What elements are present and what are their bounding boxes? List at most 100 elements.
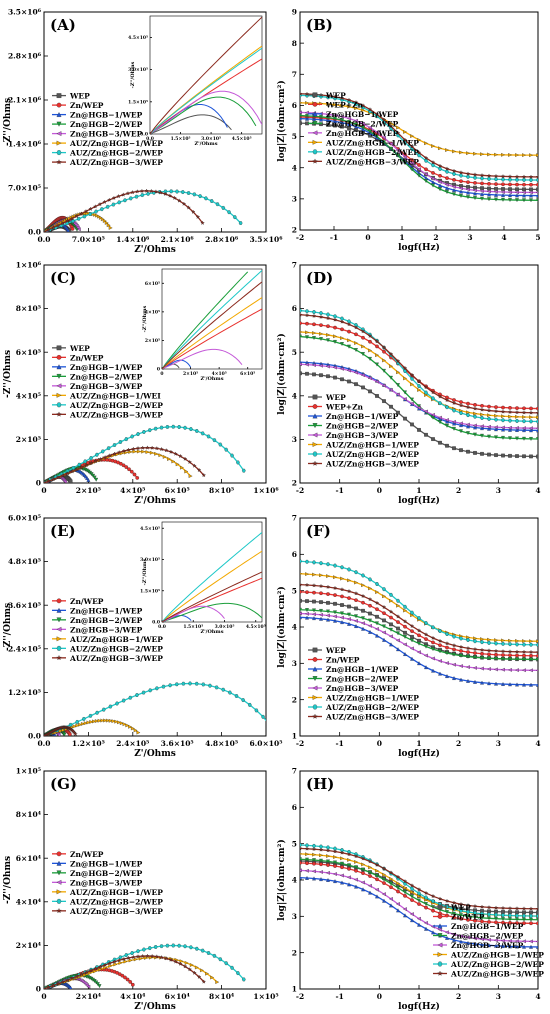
data-point — [196, 974, 202, 979]
data-point — [374, 887, 379, 892]
data-point — [56, 733, 61, 736]
legend-marker — [437, 933, 443, 939]
data-point — [417, 661, 421, 666]
data-point — [431, 930, 435, 935]
x-tick-label: 3 — [467, 233, 472, 242]
data-point — [486, 648, 492, 653]
data-point — [78, 722, 83, 727]
data-point — [536, 682, 538, 687]
legend-entry: Zn@HGB−1/WEP — [451, 922, 524, 931]
data-point — [268, 723, 271, 726]
data-point — [500, 425, 505, 430]
data-point — [353, 118, 358, 123]
data-point — [319, 373, 323, 378]
data-point — [136, 949, 140, 954]
data-point — [354, 106, 359, 111]
data-point — [410, 918, 414, 923]
data-point — [128, 196, 133, 201]
data-point — [466, 424, 470, 429]
data-point — [466, 174, 470, 179]
data-point — [200, 220, 205, 225]
data-point — [340, 880, 344, 885]
data-point — [473, 636, 478, 641]
data-point — [536, 187, 538, 192]
data-point — [305, 875, 309, 880]
data-point — [466, 449, 470, 454]
data-point — [459, 653, 463, 658]
data-point — [389, 881, 393, 886]
data-point — [60, 979, 65, 984]
data-point — [332, 365, 337, 370]
data-point — [333, 314, 337, 319]
data-point — [500, 190, 505, 194]
data-point — [368, 870, 372, 875]
data-point — [86, 720, 91, 725]
data-point — [311, 869, 316, 874]
data-point — [360, 593, 366, 598]
data-point — [189, 427, 193, 431]
data-point — [402, 154, 407, 159]
data-point — [424, 141, 429, 146]
legend-entry: Zn@HGB−3/WEP — [326, 129, 399, 138]
x-tick-label: 4 — [535, 739, 540, 748]
data-point — [438, 183, 442, 188]
series-line — [162, 270, 262, 369]
data-point — [480, 919, 484, 924]
data-point — [403, 885, 408, 890]
data-point — [168, 957, 174, 962]
data-point — [409, 161, 414, 166]
data-point — [494, 177, 498, 182]
x-tick-label: 1 — [416, 739, 421, 748]
data-point — [171, 943, 176, 948]
data-point — [528, 668, 533, 673]
y-tick-label: 5 — [292, 348, 297, 357]
data-point — [305, 857, 309, 862]
data-point — [333, 879, 337, 884]
series-line — [150, 90, 262, 134]
legend-marker — [56, 392, 62, 398]
data-point — [536, 437, 538, 442]
legend-marker — [312, 666, 318, 672]
legend-marker — [312, 704, 318, 710]
data-point — [360, 121, 365, 126]
data-point — [194, 429, 199, 433]
data-point — [459, 649, 463, 653]
data-point — [305, 101, 310, 105]
data-point — [105, 204, 110, 209]
panel-label: (D) — [306, 269, 333, 287]
data-point — [88, 968, 94, 973]
data-point — [89, 719, 94, 724]
data-point — [529, 642, 533, 647]
data-point — [186, 205, 191, 210]
legend-marker — [56, 131, 62, 137]
x-tick-label: 2.4×10⁵ — [116, 739, 149, 748]
data-point — [487, 681, 491, 686]
data-point — [124, 450, 128, 455]
legend-marker — [56, 626, 62, 632]
data-point — [403, 129, 408, 134]
data-point — [305, 113, 309, 118]
data-point — [487, 656, 491, 661]
data-point — [500, 905, 506, 910]
data-point — [368, 865, 373, 870]
data-point — [347, 379, 351, 384]
y-tick-label: 5 — [292, 839, 297, 848]
inset-4: 0.0 1.5×10⁵ 3.0×10⁵ 4.5×10⁵0.01.5×10⁵3.0×10… — [140, 521, 266, 635]
legend-marker — [56, 654, 62, 661]
data-point — [353, 370, 358, 375]
data-point — [522, 178, 526, 182]
data-point — [423, 890, 429, 895]
data-point — [410, 890, 415, 895]
data-point — [368, 348, 373, 353]
data-point — [234, 694, 239, 698]
data-point — [247, 703, 252, 707]
data-point — [494, 152, 499, 157]
data-point — [113, 962, 118, 967]
legend-marker — [56, 617, 62, 623]
data-point — [410, 898, 414, 902]
data-point — [162, 454, 167, 459]
data-point — [452, 408, 456, 413]
data-point — [130, 982, 135, 987]
y-tick-label: 1×10⁵ — [16, 767, 41, 776]
data-point — [529, 198, 533, 203]
